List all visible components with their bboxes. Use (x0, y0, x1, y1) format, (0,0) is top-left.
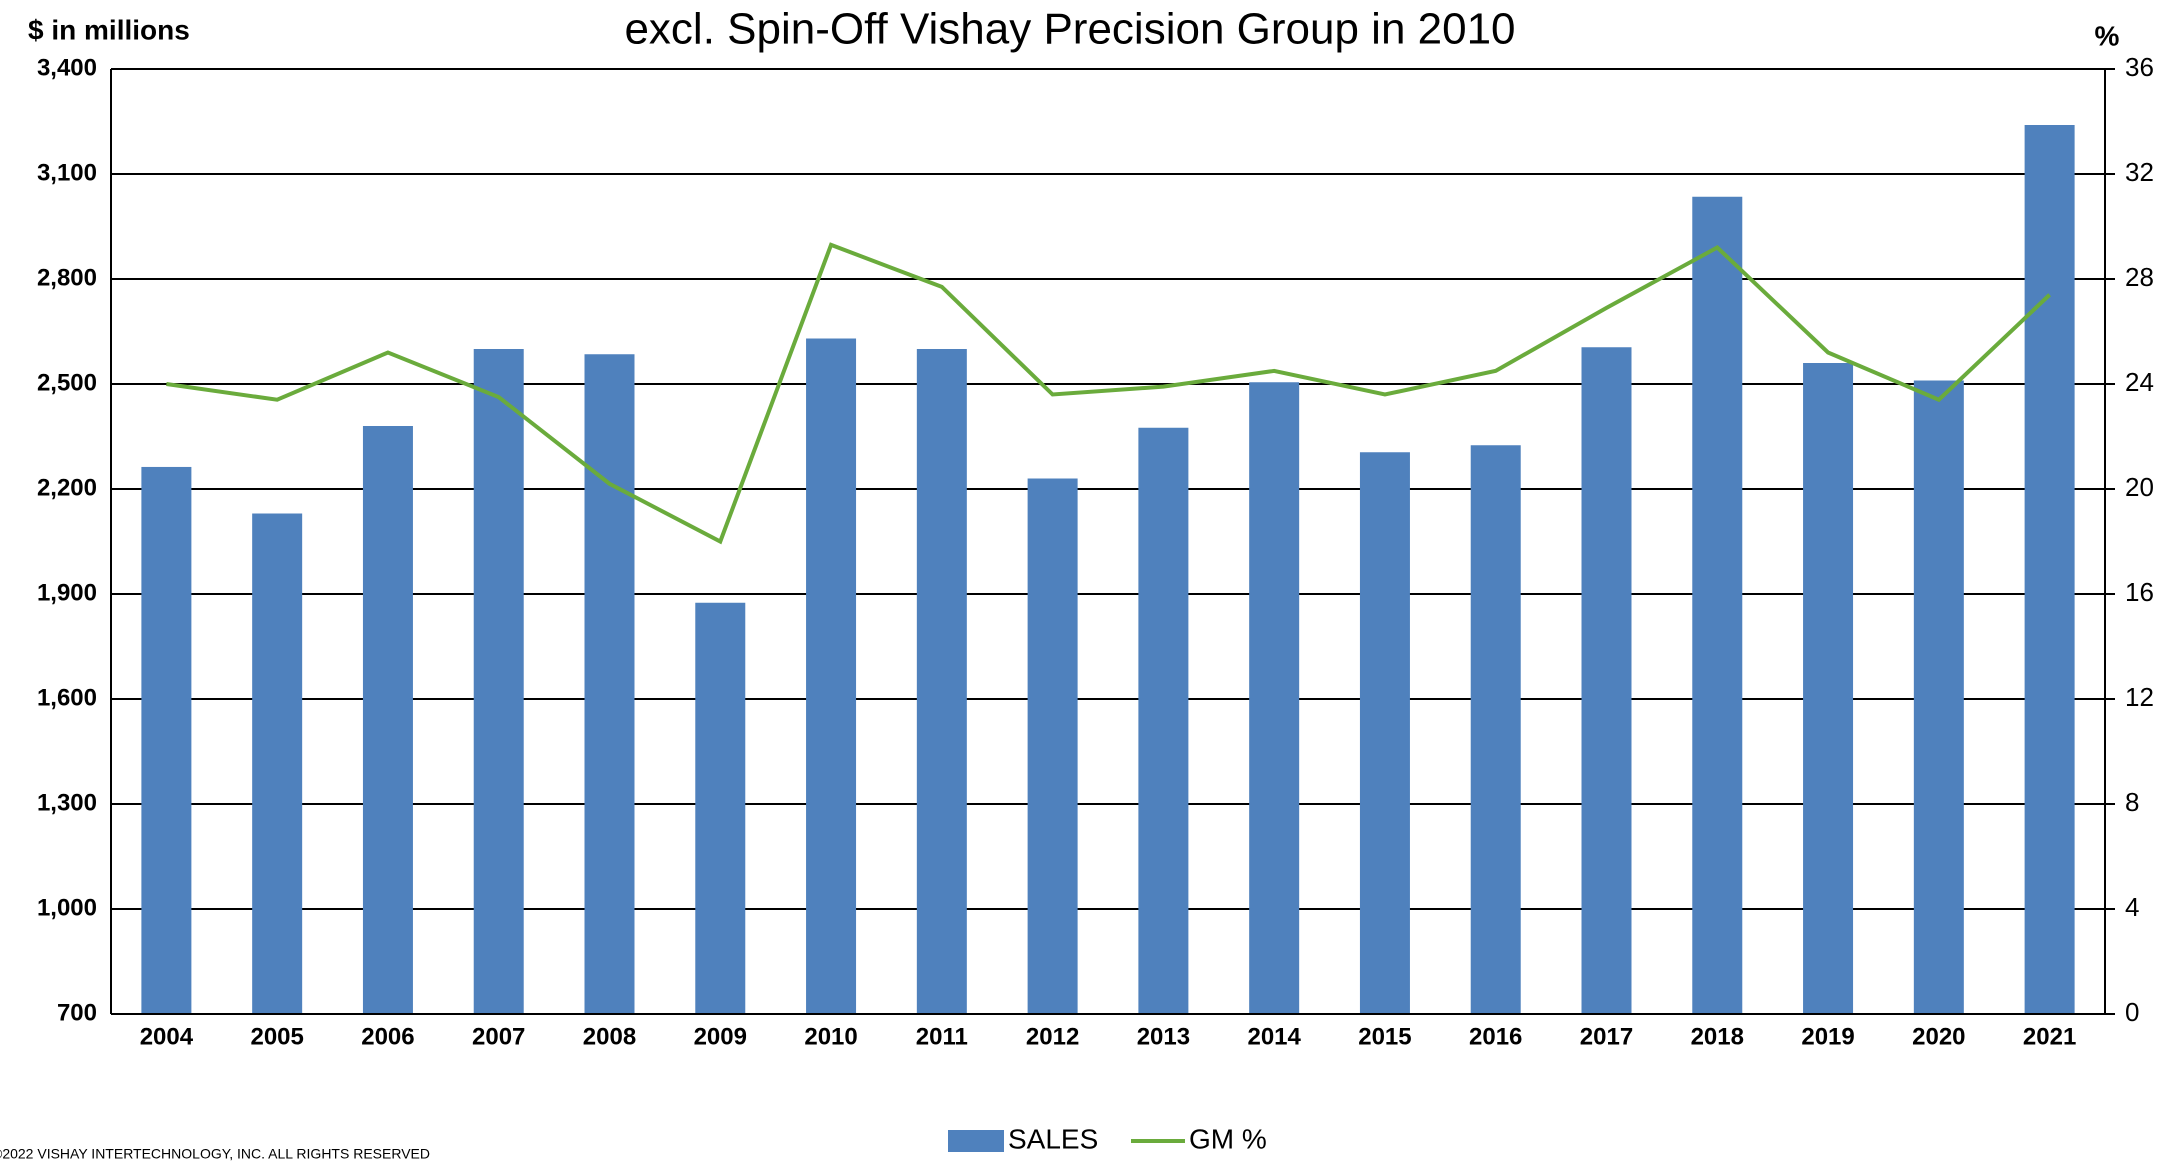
x-tick-label: 2008 (583, 1023, 636, 1050)
y2-tick-label: 0 (2125, 997, 2139, 1027)
bar (1138, 427, 1189, 1014)
x-tick-label: 2014 (1247, 1023, 1301, 1050)
bar (473, 349, 524, 1014)
legend-swatch (948, 1130, 1004, 1152)
x-tick-label: 2018 (1691, 1023, 1744, 1050)
x-tick-label: 2021 (2023, 1023, 2076, 1050)
y-tick-label: 3,400 (37, 54, 97, 81)
x-tick-label: 2015 (1358, 1023, 1411, 1050)
y2-tick-label: 32 (2125, 157, 2154, 187)
y-tick-label: 1,600 (37, 684, 97, 711)
x-tick-label: 2017 (1580, 1023, 1633, 1050)
x-tick-label: 2007 (472, 1023, 525, 1050)
bar (806, 338, 857, 1014)
x-tick-label: 2019 (1801, 1023, 1854, 1050)
y2-axis-label: % (2095, 20, 2120, 51)
y-tick-label: 1,300 (37, 789, 97, 816)
y-tick-label: 700 (57, 999, 97, 1026)
x-tick-label: 2020 (1912, 1023, 1965, 1050)
bar (1692, 196, 1743, 1014)
line (166, 242, 2051, 545)
bar (1470, 445, 1521, 1014)
y-tick-label: 2,800 (37, 264, 97, 291)
x-tick-label: 2016 (1469, 1023, 1522, 1050)
y-axis-label: $ in millions (28, 14, 190, 45)
bar (584, 354, 635, 1014)
y-tick-label: 1,900 (37, 579, 97, 606)
bar (916, 349, 967, 1014)
bar (252, 513, 303, 1014)
bar (1249, 382, 1300, 1014)
bar (2024, 125, 2075, 1014)
y2-tick-label: 12 (2125, 682, 2154, 712)
y2-tick-label: 4 (2125, 892, 2139, 922)
bar (1027, 478, 1078, 1014)
y-tick-label: 3,100 (37, 159, 97, 186)
y2-tick-label: 20 (2125, 472, 2154, 502)
x-tick-label: 2004 (140, 1023, 194, 1050)
x-tick-label: 2012 (1026, 1023, 1079, 1050)
y2-tick-label: 24 (2125, 367, 2154, 397)
y-tick-label: 2,500 (37, 369, 97, 396)
y2-tick-label: 8 (2125, 787, 2139, 817)
x-tick-label: 2006 (361, 1023, 414, 1050)
bar (141, 466, 192, 1014)
y2-tick-label: 28 (2125, 262, 2154, 292)
y-tick-label: 2,200 (37, 474, 97, 501)
bar (695, 602, 746, 1014)
chart-title: excl. Spin-Off Vishay Precision Group in… (624, 5, 1515, 54)
bar (1913, 380, 1964, 1014)
bar (1581, 347, 1632, 1014)
bar (362, 426, 413, 1014)
x-tick-label: 2011 (916, 1023, 968, 1050)
y2-tick-label: 16 (2125, 577, 2154, 607)
bar (1803, 363, 1854, 1014)
legend-label: SALES (1008, 1123, 1098, 1154)
y-tick-label: 1,000 (37, 894, 97, 921)
bar (1359, 452, 1410, 1014)
x-tick-label: 2005 (250, 1023, 303, 1050)
legend-label: GM % (1189, 1123, 1267, 1154)
y2-tick-label: 36 (2125, 52, 2154, 82)
footer: ©2022 VISHAY INTERTECHNOLOGY, INC. ALL R… (0, 1146, 430, 1161)
x-tick-label: 2009 (694, 1023, 747, 1050)
x-tick-label: 2013 (1137, 1023, 1190, 1050)
x-tick-label: 2010 (804, 1023, 857, 1050)
